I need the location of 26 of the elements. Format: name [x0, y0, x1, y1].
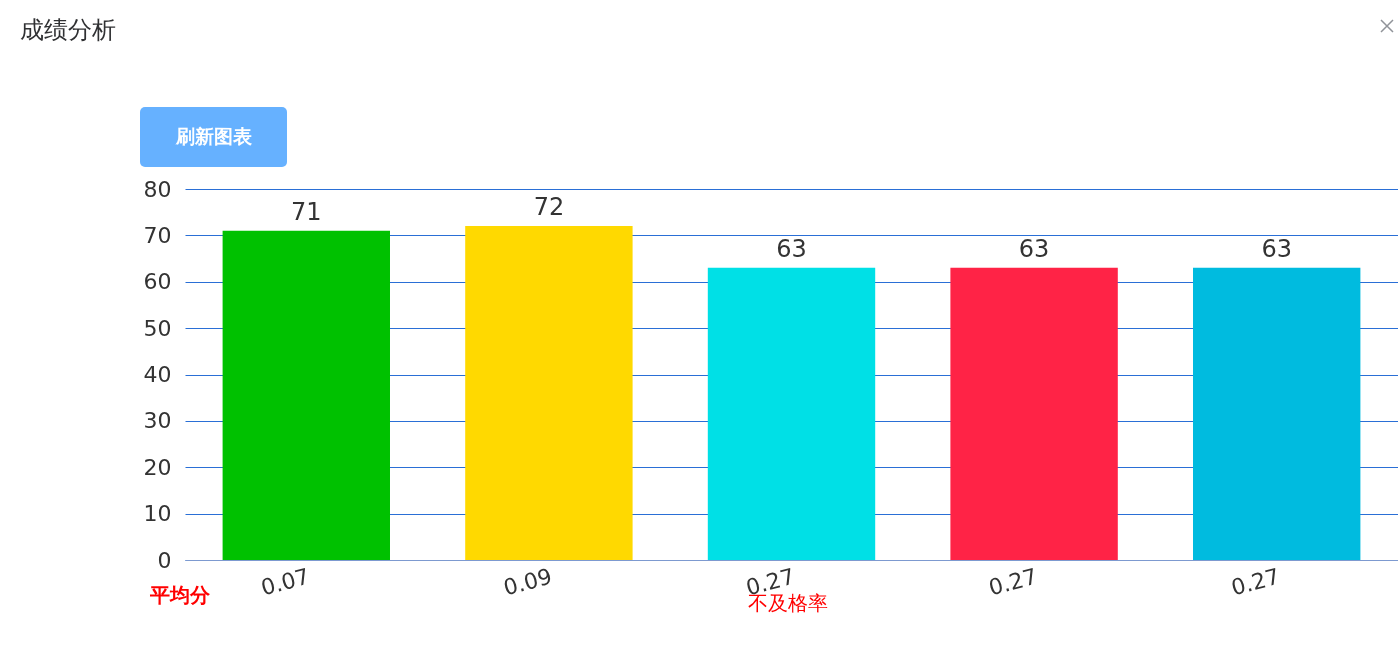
bar: [222, 230, 390, 560]
y-tick-label: 20: [143, 454, 172, 480]
bar: [707, 267, 876, 560]
x-tick-label: 0.27: [1228, 563, 1283, 601]
y-tick-label: 50: [143, 315, 172, 341]
y-tick-label: 80: [143, 176, 172, 202]
text: 刷新图表: [140, 107, 287, 167]
data-label: 63: [776, 234, 807, 263]
bar: [465, 226, 633, 560]
data-label: 63: [1018, 234, 1050, 263]
data-label: 71: [291, 197, 322, 226]
bar: [1193, 267, 1361, 560]
data-label: 63: [1261, 234, 1292, 263]
bar: [950, 267, 1118, 560]
data-label: 72: [533, 193, 565, 222]
y-tick-label: 70: [143, 222, 172, 248]
y-tick-label: 60: [143, 269, 172, 295]
y-tick-label: 10: [143, 501, 172, 527]
x-tick-label: 0.27: [986, 563, 1040, 601]
y-tick-label: 40: [143, 362, 172, 387]
y-tick-label: 0: [157, 547, 172, 573]
chart-title: 成绩分析: [20, 15, 116, 46]
y-tick-label: 30: [143, 408, 172, 434]
x-tick-label: 0.09: [500, 563, 555, 601]
text: 平均分: [150, 582, 210, 609]
x-tick-label: 0.07: [258, 563, 312, 601]
